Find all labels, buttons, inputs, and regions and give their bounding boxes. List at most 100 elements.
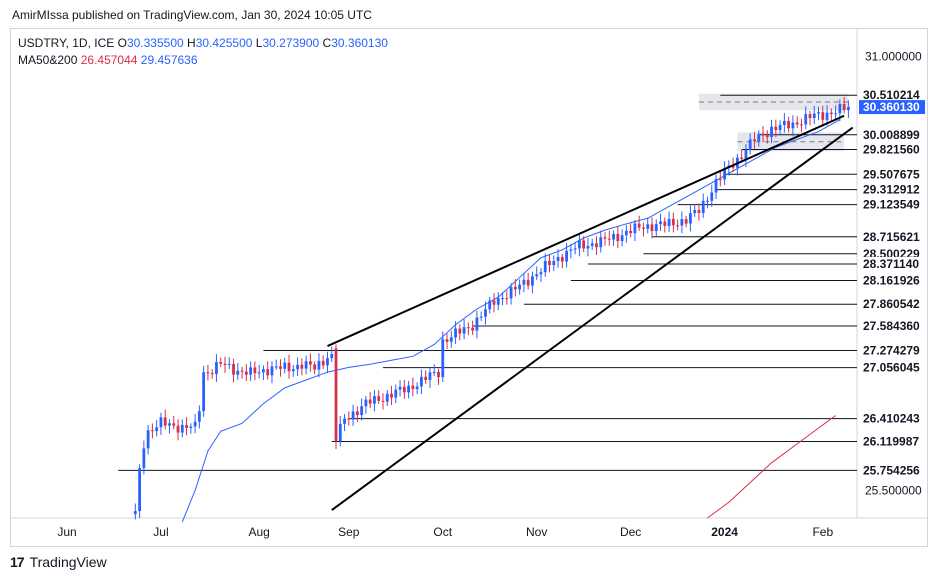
moving-averages (181, 119, 841, 523)
level-label-15: 26.119987 (863, 434, 919, 448)
candle-body-55 (300, 364, 304, 369)
candle-body-142 (671, 218, 675, 226)
upper-trendline (327, 114, 845, 347)
y-tick-1: 25.500000 (865, 483, 922, 497)
ma200-line (707, 415, 836, 519)
candle-body-71 (368, 399, 372, 404)
candle-body-102 (501, 298, 504, 300)
candle-body-151 (710, 192, 714, 201)
x-tick-Jul: Jul (153, 525, 168, 539)
level-label-2: 29.821560 (863, 143, 920, 157)
candle-body-41 (240, 370, 244, 372)
candle-body-90 (449, 337, 453, 342)
candle-body-89 (445, 339, 449, 342)
candle-body-72 (373, 396, 376, 404)
candle-body-76 (390, 393, 393, 398)
level-label-bg-1 (859, 127, 925, 142)
candle-body-75 (385, 393, 389, 402)
candle-body-113 (548, 260, 551, 266)
open-label: O (117, 36, 127, 50)
time-axis: Jun Jul Aug Sep Oct Nov Dec 2024 Feb (57, 525, 833, 539)
candle-body-130 (620, 235, 624, 242)
candle-body-119 (573, 248, 577, 250)
candle-body-115 (556, 256, 560, 262)
close-value: 30.360130 (331, 36, 388, 50)
x-tick-Feb: Feb (812, 525, 833, 539)
candle-body-105 (513, 286, 517, 290)
candle-body-175 (812, 113, 816, 118)
candle-body-48 (270, 366, 274, 376)
candle-body-144 (680, 219, 684, 226)
candle-body-136 (646, 224, 650, 229)
last-price-bg (859, 100, 925, 115)
candle-body-22 (159, 417, 163, 428)
candle-body-161 (753, 139, 756, 142)
horizontal-levels (118, 94, 857, 471)
x-tick-Aug: Aug (248, 525, 269, 539)
candle-body-70 (364, 399, 368, 407)
tradingview-logo-icon: 17 (10, 554, 25, 570)
candle-body-32 (202, 372, 206, 412)
low-value: 30.273900 (262, 36, 320, 50)
candle-body-54 (296, 364, 299, 370)
candle-body-52 (287, 362, 291, 372)
candle-body-21 (155, 427, 159, 432)
tradingview-brand: TradingView (29, 554, 107, 570)
candle-body-100 (492, 300, 496, 305)
candle-body-63 (334, 348, 338, 442)
candle-body-131 (624, 230, 628, 236)
candle-body-181 (838, 104, 842, 114)
level-label-14: 26.410243 (863, 412, 920, 426)
level-label-0: 30.510214 (863, 88, 920, 102)
candle-body-167 (778, 124, 782, 131)
tradingview-footer[interactable]: 17 TradingView (10, 554, 107, 570)
candle-body-179 (829, 112, 833, 115)
candle-body-101 (496, 298, 500, 305)
level-label-bg-14 (859, 411, 925, 426)
candle-body-163 (761, 133, 765, 136)
close-label: C (322, 36, 332, 50)
level-label-13: 27.056045 (863, 361, 920, 375)
candles (133, 96, 850, 520)
level-label-bg-13 (859, 360, 925, 375)
grid (11, 29, 927, 519)
price-chart[interactable]: 31.000000 25.500000 30.510214 30.00889929.8… (11, 29, 927, 546)
candle-body-145 (684, 219, 688, 224)
level-label-8: 28.371140 (863, 257, 919, 271)
candle-body-111 (539, 272, 543, 275)
candle-body-23 (163, 417, 167, 426)
candle-body-178 (825, 112, 829, 120)
candle-body-79 (402, 386, 406, 393)
x-tick-Dec: Dec (620, 525, 641, 539)
candle-body-24 (168, 423, 171, 426)
candle-body-108 (526, 279, 530, 286)
candle-body-166 (774, 126, 778, 131)
candle-body-86 (432, 371, 436, 373)
candle-body-74 (381, 400, 385, 402)
candle-body-121 (582, 240, 586, 249)
candle-body-168 (782, 120, 786, 125)
trendlines (327, 114, 854, 511)
y-tick-0: 31.000000 (865, 50, 922, 64)
candle-body-69 (360, 406, 364, 416)
lower-trendline (331, 126, 854, 511)
candle-body-80 (407, 385, 410, 393)
candle-body-91 (454, 328, 457, 338)
level-label-bg-11 (859, 318, 925, 333)
candle-body-37 (223, 363, 227, 366)
candle-body-44 (253, 367, 257, 374)
candle-body-64 (338, 423, 342, 442)
candle-body-17 (138, 468, 141, 512)
level-label-10: 27.860542 (863, 297, 920, 311)
level-label-bg-9 (859, 273, 925, 288)
candle-body-134 (637, 223, 641, 228)
candle-body-33 (206, 372, 210, 374)
candle-body-162 (757, 133, 761, 142)
candle-body-137 (650, 224, 654, 232)
candle-body-122 (586, 245, 590, 249)
candle-body-43 (249, 367, 253, 375)
level-label-3: 29.507675 (863, 167, 920, 181)
candle-body-173 (804, 114, 808, 125)
candle-body-88 (441, 339, 445, 378)
chart-panel[interactable]: 31.000000 25.500000 30.510214 30.008899 29.8… (10, 28, 928, 547)
